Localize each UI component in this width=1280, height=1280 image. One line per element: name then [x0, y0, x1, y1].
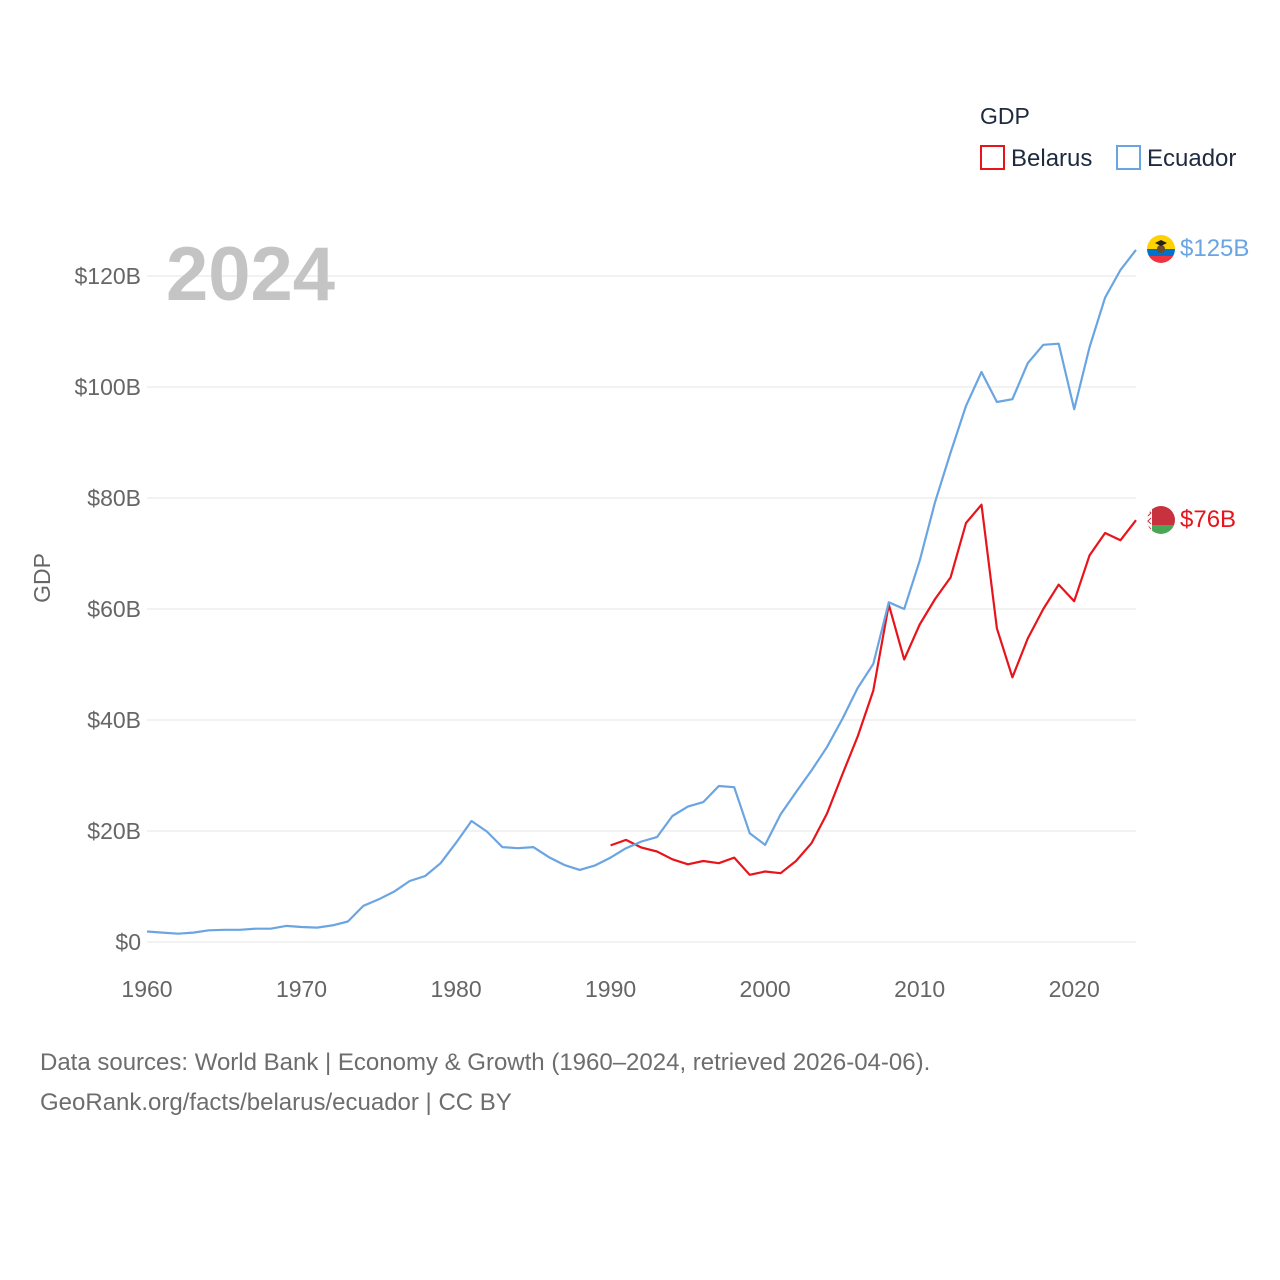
- ecuador-flag-icon: [1147, 235, 1175, 263]
- y-tick-label: $60B: [87, 596, 141, 622]
- current-year-label: 2024: [166, 232, 335, 317]
- legend-swatch-ecuador: [1116, 145, 1141, 170]
- gdp-line-chart: $0 $20B $40B $60B $80B $100B $120B 1960 1970 198…: [29, 103, 1249, 1002]
- x-tick-label: 2010: [894, 976, 945, 1002]
- legend-title: GDP: [980, 103, 1030, 129]
- x-tick-label: 2020: [1049, 976, 1100, 1002]
- legend-swatch-belarus: [980, 145, 1005, 170]
- legend-item-ecuador[interactable]: Ecuador: [1116, 145, 1236, 172]
- x-tick-label: 1970: [276, 976, 327, 1002]
- x-tick-label: 1960: [121, 976, 172, 1002]
- attribution-link[interactable]: GeoRank.org/facts/belarus/ecuador | CC B…: [40, 1089, 512, 1116]
- legend-item-belarus[interactable]: Belarus: [980, 145, 1092, 172]
- y-tick-label: $80B: [87, 485, 141, 511]
- footer: Data sources: World Bank | Economy & Gro…: [40, 1043, 1240, 1123]
- series-line-belarus[interactable]: [610, 503, 1137, 876]
- series-line-ecuador[interactable]: [146, 249, 1137, 935]
- y-tick-label: $100B: [74, 374, 141, 400]
- legend-label-belarus: Belarus: [1011, 145, 1092, 172]
- x-tick-label: 1980: [430, 976, 481, 1002]
- data-sources-text: Data sources: World Bank | Economy & Gro…: [40, 1049, 931, 1076]
- y-tick-label: $120B: [74, 263, 141, 289]
- y-tick-label: $20B: [87, 818, 141, 844]
- x-axis-ticks: 1960 1970 1980 1990 2000 2010 2020: [121, 976, 1099, 1002]
- y-axis-ticks: $0 $20B $40B $60B $80B $100B $120B: [74, 263, 141, 955]
- y-axis-title: GDP: [29, 553, 55, 603]
- y-tick-label: $0: [115, 929, 141, 955]
- legend: GDP Belarus Ecuador: [980, 103, 1236, 172]
- y-tick-label: $40B: [87, 707, 141, 733]
- belarus-flag-icon: [1147, 506, 1175, 534]
- x-tick-label: 1990: [585, 976, 636, 1002]
- legend-label-ecuador: Ecuador: [1147, 145, 1236, 172]
- grid-lines: [147, 275, 1136, 943]
- end-label-belarus: $76B: [1180, 506, 1236, 533]
- end-label-ecuador: $125B: [1180, 235, 1249, 262]
- x-tick-label: 2000: [740, 976, 791, 1002]
- series-lines: [146, 249, 1137, 935]
